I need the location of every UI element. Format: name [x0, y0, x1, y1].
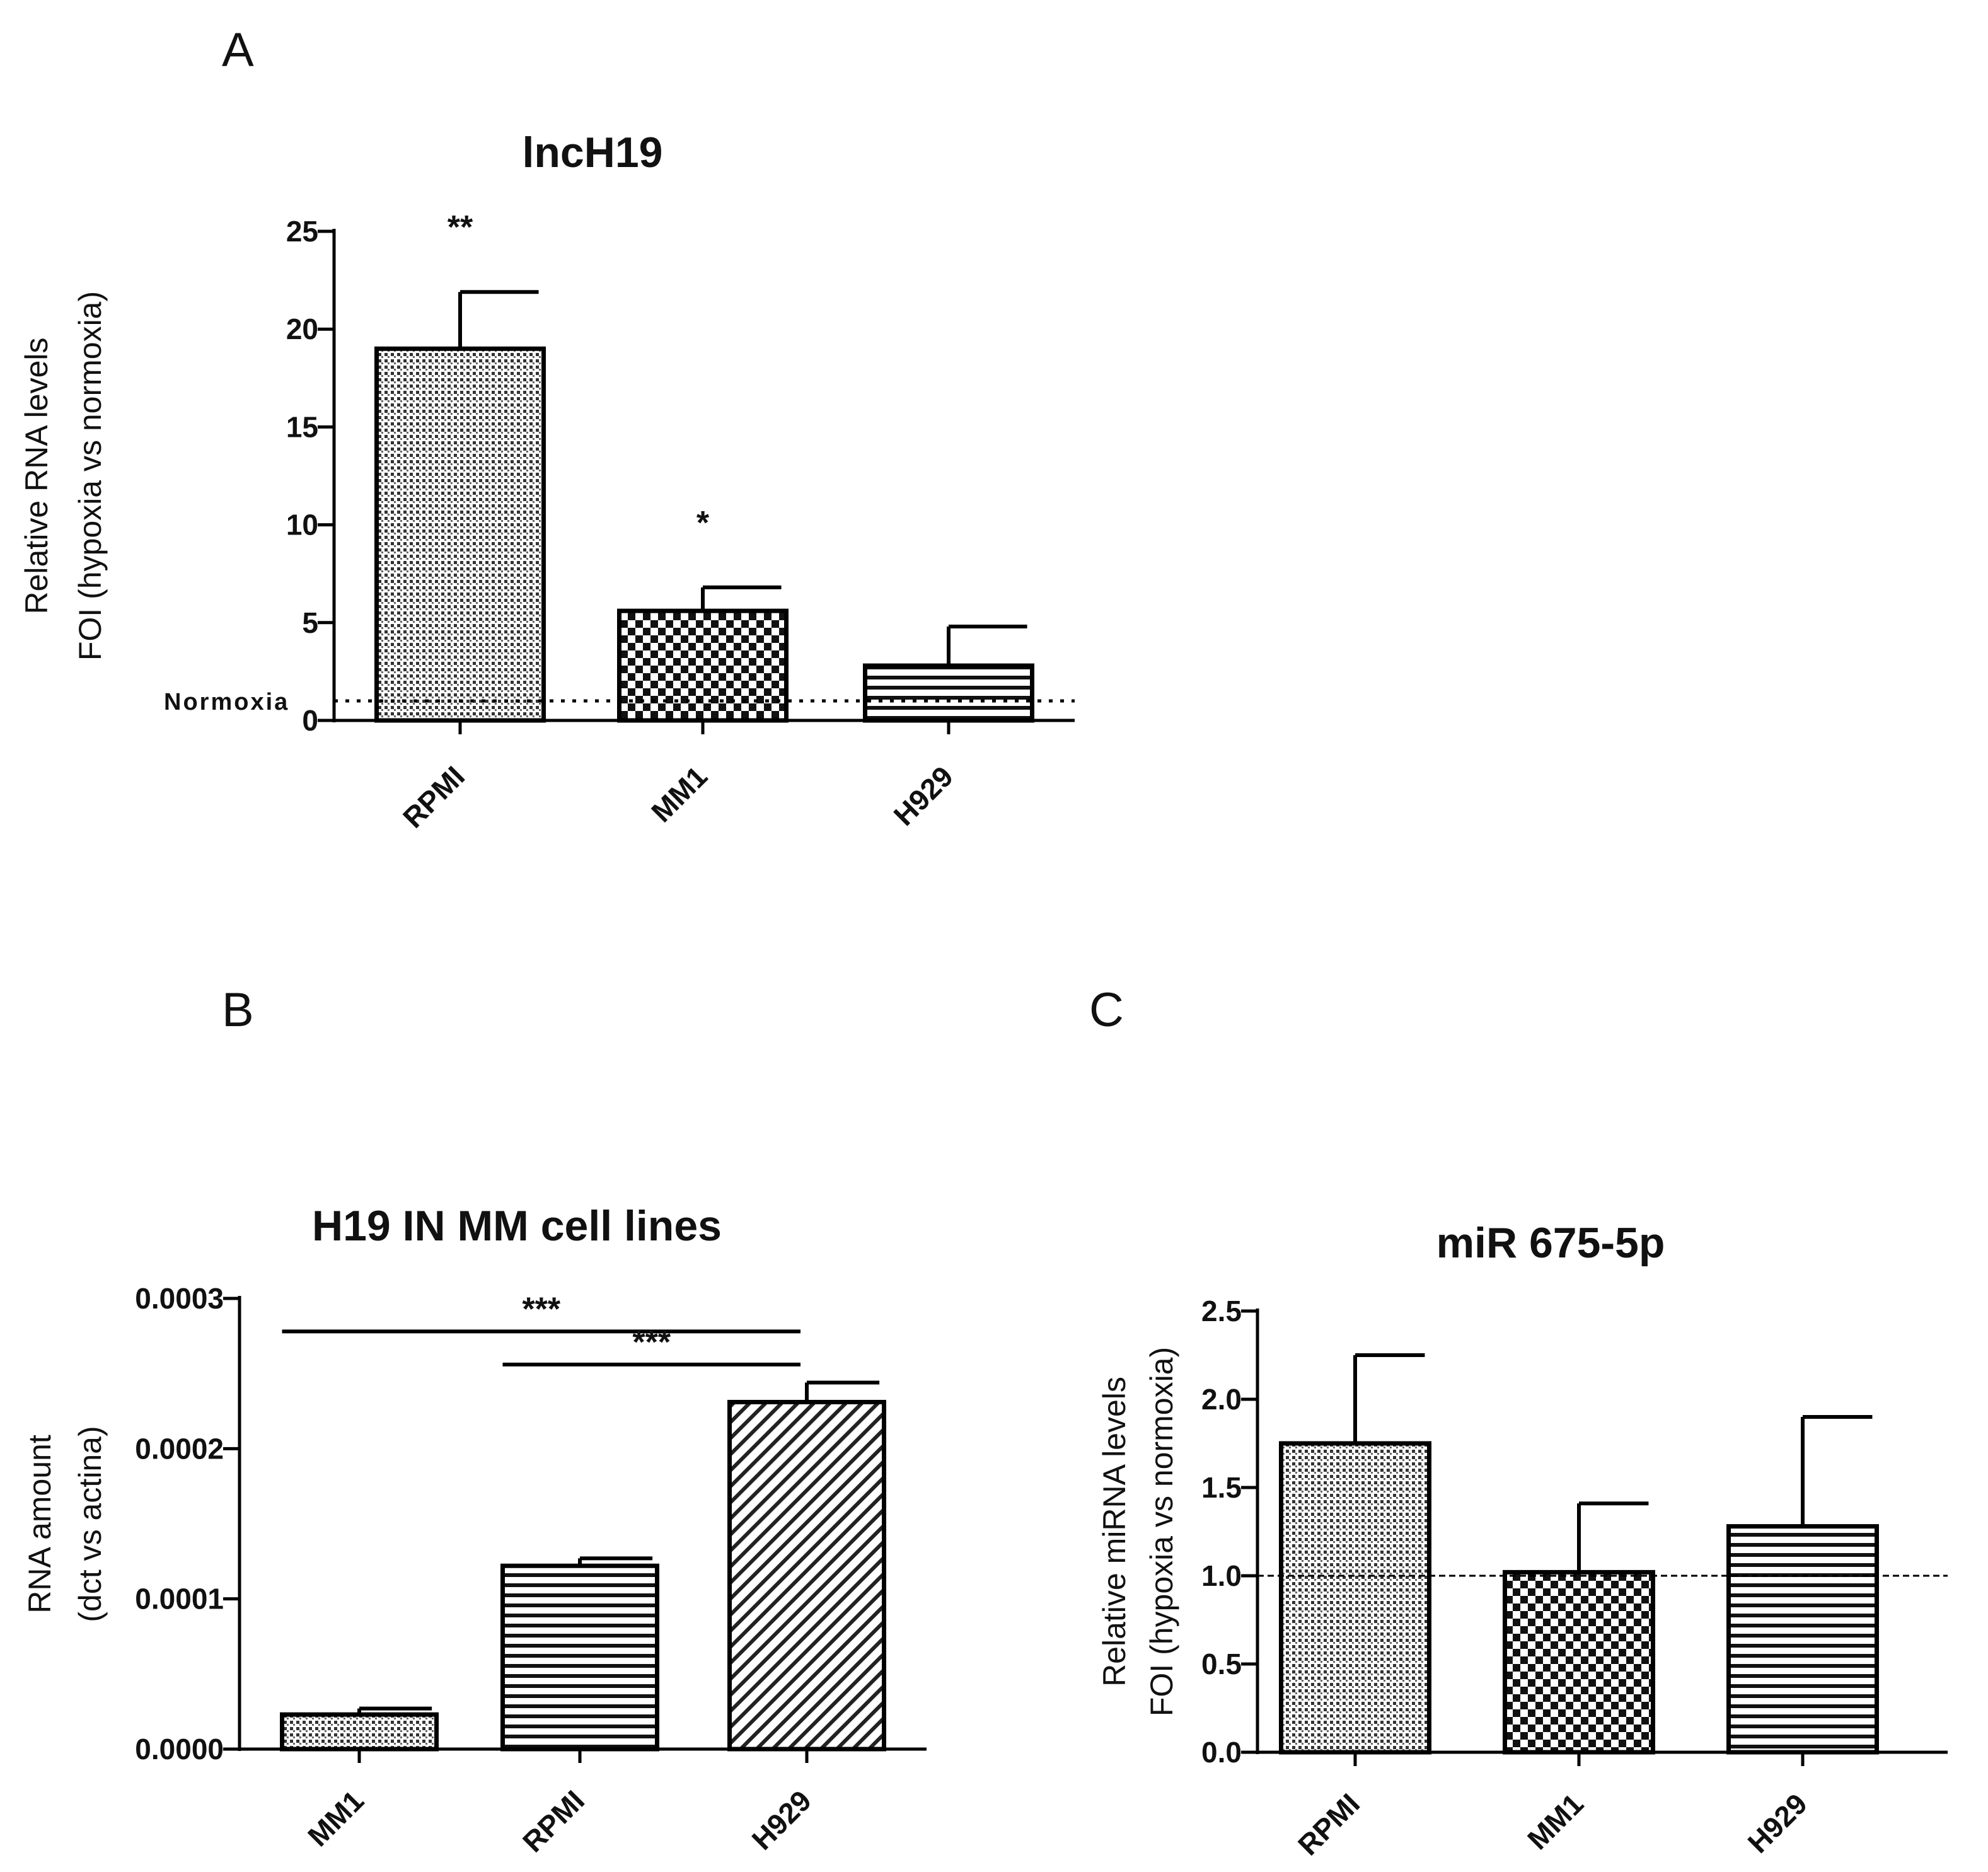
panel-b-comparison-label: ***: [632, 1324, 671, 1361]
panel-c-title: miR 675-5p: [1436, 1219, 1665, 1267]
panel-b-bar-mm1: [280, 1712, 439, 1752]
panel-a-significance-mm1: *: [696, 505, 710, 541]
panel-b-title: H19 IN MM cell lines: [312, 1202, 722, 1250]
panel-a-ylabel-line: FOI (hypoxia vs normoxia): [72, 291, 108, 661]
panel-b-bar-rpmi: [500, 1563, 659, 1752]
panel-c-category-label-rpmi: RPMI: [1292, 1787, 1366, 1861]
panel-b-ytick-label: 0.0002: [135, 1432, 224, 1465]
panel-a-bar-rpmi: [374, 346, 546, 723]
panel-c-category-label-h929: H929: [1742, 1787, 1814, 1859]
panel-b-ylabel-line: (dct vs actina): [72, 1426, 108, 1622]
panel-b-ylabel-line: RNA amount: [22, 1435, 57, 1614]
panel-b-category-label-rpmi: RPMI: [516, 1784, 591, 1858]
panel-a-ylabel-line: Relative RNA levels: [19, 337, 54, 614]
panel-b-category-label-h929: H929: [746, 1784, 818, 1856]
panel-a-title: lncH19: [523, 129, 663, 176]
panel-c-category-label-mm1: MM1: [1521, 1787, 1590, 1856]
panel-b-bar-h929: [727, 1399, 886, 1752]
panel-b-ytick-label: 0.0003: [135, 1282, 224, 1315]
panel-a-ytick-label: 15: [286, 410, 318, 443]
panel-a-category-label-mm1: MM1: [645, 760, 714, 828]
panel-c-bar-rpmi: [1279, 1441, 1431, 1755]
panel-a-ytick-label: 0: [302, 704, 318, 737]
panel-a-reference-label: Normoxia: [164, 689, 289, 715]
panel-c-ylabel-line: Relative miRNA levels: [1097, 1377, 1132, 1687]
panel-letter-a: A: [222, 23, 254, 77]
panel-a-ytick-label: 20: [286, 313, 318, 345]
panel-b-comparison-label: ***: [522, 1291, 560, 1327]
panel-a-category-label-rpmi: RPMI: [396, 760, 471, 834]
panel-c-bar-mm1: [1503, 1569, 1655, 1755]
panel-letter-c: C: [1089, 983, 1124, 1037]
panel-a-ytick-label: 10: [286, 509, 318, 541]
chart-panel-c: miR 675-5p Relative miRNA levels FOI (hypo…: [1097, 1219, 1948, 1861]
panel-letter-b: B: [222, 983, 254, 1037]
panel-a-ytick-label: 25: [286, 215, 318, 248]
panel-c-ytick-label: 1.5: [1201, 1471, 1242, 1504]
panel-c-ytick-label: 2.0: [1201, 1383, 1242, 1416]
panel-c-ytick-label: 0.0: [1201, 1736, 1242, 1769]
panel-b-ytick-label: 0.0000: [135, 1733, 224, 1765]
panel-b-ytick-label: 0.0001: [135, 1583, 224, 1615]
panel-a-bar-mm1: [617, 608, 789, 723]
panel-c-ytick-label: 1.0: [1201, 1559, 1242, 1592]
panel-b-category-label-mm1: MM1: [301, 1784, 370, 1852]
panel-c-bar-h929: [1726, 1524, 1879, 1755]
panel-a-bar-h929: [863, 663, 1034, 723]
panel-a-ytick-label: 5: [302, 606, 318, 639]
panel-a-significance-rpmi: **: [448, 209, 473, 246]
panel-c-ytick-label: 0.5: [1201, 1648, 1242, 1680]
chart-panel-a: lncH19 Relative RNA levels FOI (hypoxia vs…: [19, 129, 1075, 834]
chart-panel-b: H19 IN MM cell lines RNA amount (dct vs ac…: [22, 1202, 927, 1858]
panel-c-ylabel-line: FOI (hypoxia vs normoxia): [1144, 1347, 1179, 1716]
panel-a-category-label-h929: H929: [887, 760, 960, 832]
panel-c-ytick-label: 2.5: [1201, 1295, 1242, 1327]
